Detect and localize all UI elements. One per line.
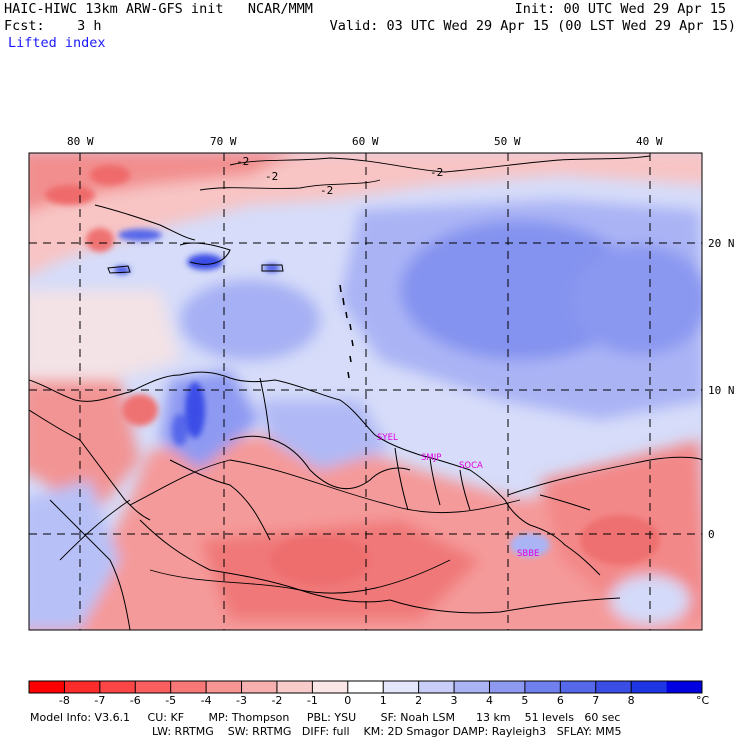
colorbar-tick-label: -7 bbox=[94, 694, 105, 707]
lesser-antilles bbox=[339, 284, 354, 379]
colorbar-tick-label: 1 bbox=[380, 694, 387, 707]
colorbar-tick-label: 0 bbox=[344, 694, 351, 707]
lon-label: 40 W bbox=[636, 135, 663, 148]
colorbar-tick-label: -3 bbox=[236, 694, 247, 707]
contour-label: -2 bbox=[265, 170, 278, 183]
lat-label: 20 N bbox=[708, 237, 735, 250]
colorbar-swatch bbox=[524, 681, 561, 693]
lon-label: 80 W bbox=[67, 135, 94, 148]
colorbar-swatch bbox=[560, 681, 597, 693]
valid-time: Valid: 03 UTC Wed 29 Apr 15 (00 LST Wed … bbox=[329, 18, 736, 34]
lat-label: 0 bbox=[708, 528, 715, 541]
lon-label: 50 W bbox=[494, 135, 521, 148]
colorbar-swatch bbox=[631, 681, 668, 693]
station-label: SYEL bbox=[377, 433, 398, 443]
colorbar-swatch bbox=[595, 681, 632, 693]
colorbar-swatch bbox=[170, 681, 207, 693]
colorbar-tick-label: -2 bbox=[271, 694, 282, 707]
colorbar-swatch bbox=[312, 681, 349, 693]
station-label: SMJP bbox=[421, 453, 441, 463]
forecast-hour: Fcst: 3 h bbox=[4, 18, 102, 34]
colorbar-tick-label: -8 bbox=[59, 694, 70, 707]
lat-label: 10 N bbox=[708, 384, 735, 397]
colorbar-tick-label: 6 bbox=[557, 694, 564, 707]
colorbar-swatch bbox=[241, 681, 278, 693]
colorbar-swatch bbox=[276, 681, 313, 693]
colorbar-ticks: -8 -7 -6 -5 -4 -3 -2 -1 0 1 2 3 4 5 6 7 8 bbox=[59, 694, 635, 707]
colorbar-swatch bbox=[383, 681, 420, 693]
colorbar-tick-label: -6 bbox=[130, 694, 141, 707]
lon-label: 70 W bbox=[210, 135, 237, 148]
station-labels: SYEL SMJP SOCA SBBE bbox=[377, 433, 539, 559]
colorbar-swatch bbox=[489, 681, 526, 693]
colorbar-swatch bbox=[666, 681, 703, 693]
station-label: SOCA bbox=[459, 461, 483, 471]
station-label: SBBE bbox=[517, 549, 539, 559]
map-field: -2 -2 -2 -2 SYEL SMJP SOCA SBBE bbox=[29, 153, 702, 630]
colorbar-swatch bbox=[347, 681, 384, 693]
contour-label: -2 bbox=[236, 155, 249, 168]
map-frame bbox=[28, 152, 703, 631]
colorbar-swatch bbox=[64, 681, 101, 693]
colorbar-tick-label: -4 bbox=[201, 694, 212, 707]
colorbar-tick-label: 4 bbox=[486, 694, 493, 707]
colorbar-swatch bbox=[418, 681, 455, 693]
contour-value-labels: -2 -2 -2 -2 bbox=[236, 155, 443, 197]
field-name: Lifted index bbox=[8, 35, 106, 51]
axis-labels: 80 W 70 W 60 W 50 W 40 W 20 N 10 N 0 bbox=[67, 135, 735, 541]
graticule bbox=[29, 153, 702, 630]
colorbar-swatch bbox=[29, 681, 65, 693]
colorbar bbox=[28, 680, 703, 694]
colorbar-swatch bbox=[99, 681, 136, 693]
field-detail bbox=[45, 165, 660, 585]
colorbar-tick-label: 8 bbox=[628, 694, 635, 707]
init-time: Init: 00 UTC Wed 29 Apr 15 bbox=[514, 1, 726, 17]
colorbar-swatch bbox=[206, 681, 243, 693]
model-info-line2: LW: RRTMG SW: RRTMG DIFF: full KM: 2D Sm… bbox=[152, 725, 622, 738]
colorbar-frame bbox=[28, 680, 703, 694]
colorbar-tick-label: 7 bbox=[592, 694, 599, 707]
model-info-line1: Model Info: V3.6.1 CU: KF MP: Thompson P… bbox=[30, 711, 621, 724]
colorbar-unit: °C bbox=[696, 694, 710, 707]
coastlines bbox=[29, 204, 621, 630]
colorbar-tick-label: 3 bbox=[451, 694, 458, 707]
colorbar-swatch bbox=[135, 681, 172, 693]
lon-label: 60 W bbox=[352, 135, 379, 148]
model-title: HAIC-HIWC 13km ARW-GFS init NCAR/MMM bbox=[4, 1, 313, 17]
contour-label: -2 bbox=[430, 166, 443, 179]
colorbar-tick-label: -5 bbox=[165, 694, 176, 707]
colorbar-tick-label: 2 bbox=[415, 694, 422, 707]
colorbar-tick-label: 5 bbox=[521, 694, 528, 707]
colorbar-swatch bbox=[454, 681, 490, 693]
colorbar-tick-label: -1 bbox=[307, 694, 318, 707]
contour-label: -2 bbox=[320, 184, 333, 197]
contour-lines bbox=[59, 155, 702, 594]
